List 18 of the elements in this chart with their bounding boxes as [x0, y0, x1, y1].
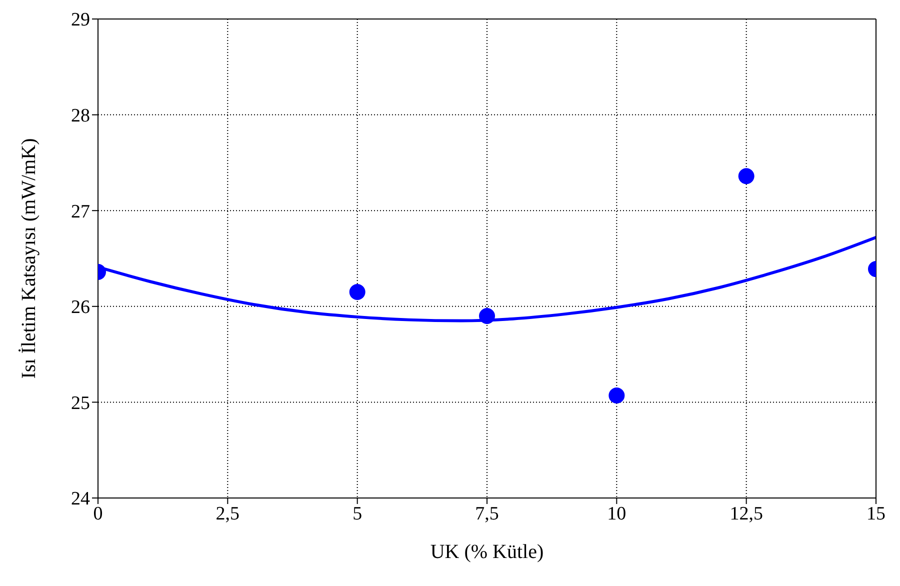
y-tick-label: 29: [71, 10, 90, 31]
point: [479, 308, 495, 324]
x-tick-label: 5: [352, 503, 362, 524]
y-tick-label: 27: [71, 201, 90, 222]
point: [608, 387, 625, 404]
x-tick-label: 10: [607, 503, 626, 524]
y-tick-label: 25: [71, 392, 90, 414]
x-tick-label: 7,5: [475, 503, 499, 524]
y-tick-label: 28: [71, 106, 90, 127]
y-tick-label: 24: [71, 488, 90, 510]
point: [349, 284, 366, 300]
x-tick-label: 12,5: [730, 503, 763, 524]
y-axis-title: Isı İletim Katsayısı (mW/mK): [18, 138, 40, 379]
x-tick-label: 15: [866, 503, 886, 524]
x-axis-title: UK (% Kütle): [430, 541, 544, 563]
x-tick-label: 0: [93, 503, 103, 524]
y-tick-label: 26: [71, 297, 90, 318]
x-tick-label: 2,5: [216, 503, 240, 524]
